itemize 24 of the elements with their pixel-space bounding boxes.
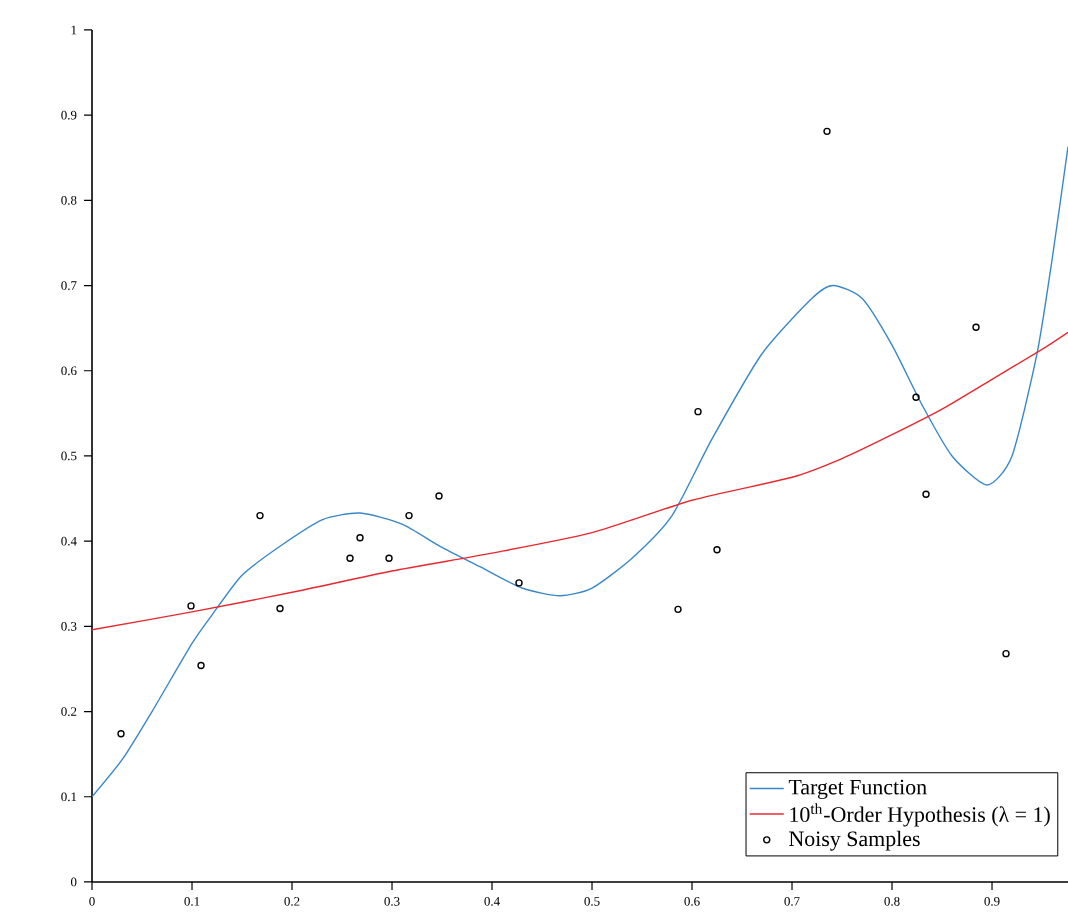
point xyxy=(385,554,393,562)
point xyxy=(713,545,721,554)
point xyxy=(356,534,364,542)
line-series xyxy=(92,146,1068,798)
point xyxy=(515,579,523,587)
point xyxy=(922,490,930,499)
legend-label: 10$^{th}$-Order Hypothesis (λ = 1) xyxy=(790,803,1050,827)
point xyxy=(912,393,920,401)
point xyxy=(674,605,682,614)
line-series xyxy=(92,331,1068,631)
point xyxy=(256,511,264,520)
point xyxy=(435,492,443,500)
point xyxy=(405,511,413,520)
point xyxy=(197,661,205,670)
point xyxy=(187,602,195,610)
point xyxy=(1002,649,1010,658)
point xyxy=(346,554,354,562)
point xyxy=(823,127,831,136)
point xyxy=(972,323,980,332)
point xyxy=(694,407,702,416)
point xyxy=(276,604,284,613)
legend-label: Noisy Samples xyxy=(789,830,920,851)
point xyxy=(117,730,125,738)
legend-label: Target Function xyxy=(788,779,927,799)
